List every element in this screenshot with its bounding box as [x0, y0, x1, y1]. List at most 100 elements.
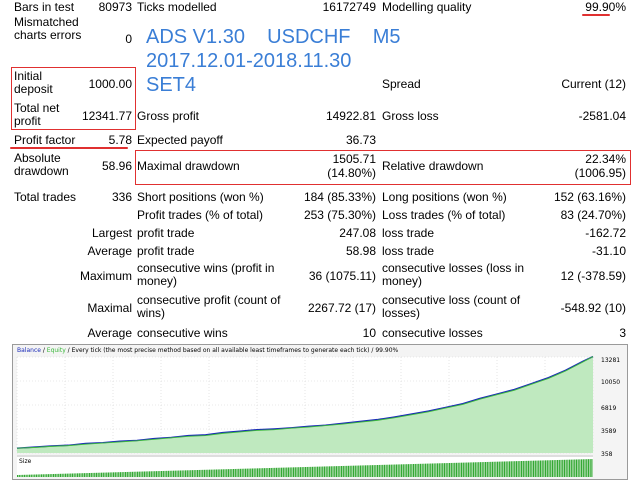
volume-bar: [481, 462, 483, 477]
volume-bar: [20, 474, 22, 477]
equity-fill: [17, 356, 593, 453]
volume-bar: [75, 473, 77, 477]
volume-bar: [440, 463, 442, 477]
volume-bar: [478, 462, 480, 477]
maximum-wins-value: 36 (1075.11): [308, 269, 376, 283]
volume-bar: [154, 471, 156, 477]
volume-bar: [565, 459, 567, 477]
volume-bar: [210, 469, 212, 477]
volume-bar: [234, 468, 236, 477]
volume-bar: [351, 465, 353, 477]
volume-bar: [531, 460, 533, 477]
volume-bar: [454, 462, 456, 477]
volume-bar: [320, 466, 322, 477]
gross-loss-label: Gross loss: [382, 109, 439, 123]
volume-bar: [323, 466, 326, 477]
volume-bar: [483, 462, 485, 477]
volume-bar: [78, 473, 80, 477]
volume-bar: [116, 472, 118, 477]
volume-bar: [39, 474, 41, 477]
volume-bar: [155, 471, 158, 477]
relative-drawdown-value: 22.34%: [585, 152, 626, 166]
volume-bar: [123, 472, 125, 477]
volume-bar: [346, 465, 348, 477]
volume-bar: [23, 474, 26, 477]
volume-bar: [586, 459, 588, 477]
total-net-profit-label: Total net profit: [14, 101, 60, 128]
volume-bar: [203, 469, 206, 477]
overlay-period: 2017.12.01-2018.11.30: [146, 50, 352, 72]
volume-bar: [37, 474, 39, 477]
modelling-quality-underline: [582, 14, 610, 16]
volume-bar: [389, 464, 391, 477]
absolute-drawdown-label: Absolute drawdown: [14, 151, 69, 178]
volume-bar: [536, 460, 538, 477]
volume-bar: [419, 463, 422, 477]
volume-bar: [486, 461, 488, 477]
profit-trades-value: 253 (75.30%): [303, 208, 376, 222]
volume-bar: [394, 464, 396, 477]
gross-profit-value: 14922.81: [325, 109, 376, 123]
overlay-title: ADS V1.30 USDCHF M5: [146, 26, 401, 48]
volume-bar: [305, 467, 307, 477]
volume-bar: [349, 465, 351, 477]
volume-bar: [449, 463, 451, 477]
volume-bar: [335, 466, 338, 477]
volume-bar: [209, 469, 211, 477]
volume-bar: [383, 464, 386, 477]
volume-bar: [375, 465, 377, 477]
volume-bar: [437, 463, 439, 477]
volume-bar: [560, 459, 562, 477]
volume-bar: [265, 468, 267, 477]
volume-bar: [185, 470, 187, 477]
volume-bar: [438, 463, 440, 477]
volume-bar: [423, 463, 425, 477]
volume-bar: [591, 459, 593, 477]
volume-bar: [190, 470, 192, 477]
volume-bar: [294, 467, 296, 477]
volume-bar: [404, 464, 406, 477]
average-consec-wins-label: consecutive wins: [137, 326, 228, 340]
volume-bar: [551, 460, 554, 477]
volume-bar: [164, 470, 166, 477]
volume-bar: [569, 459, 571, 477]
volume-bar: [584, 459, 586, 477]
maximal-profit-value: 2267.72 (17): [307, 301, 376, 315]
volume-bar: [488, 461, 490, 477]
volume-bar: [497, 461, 499, 477]
volume-bar: [459, 462, 461, 477]
volume-bar: [510, 461, 512, 477]
initial-deposit-value: 1000.00: [88, 77, 132, 91]
gross-profit-label: Gross profit: [137, 109, 200, 123]
volume-bar: [407, 464, 410, 477]
volume-bar: [125, 472, 127, 477]
volume-bar: [183, 470, 185, 477]
average-profit-value: 58.98: [345, 244, 376, 258]
spread-label: Spread: [382, 77, 421, 91]
volume-bar: [570, 459, 572, 477]
volume-bar: [329, 466, 331, 477]
volume-bar: [239, 468, 242, 477]
volume-bar: [250, 468, 252, 477]
volume-bar: [197, 470, 199, 477]
volume-bar: [277, 467, 279, 477]
volume-bar: [181, 470, 183, 477]
volume-bar: [485, 462, 487, 477]
largest-loss-label: loss trade: [382, 226, 435, 240]
volume-bar: [503, 461, 506, 477]
maximal-loss-label: consecutive loss (count of losses): [382, 293, 521, 320]
volume-bar: [166, 470, 168, 477]
volume-bar: [293, 467, 295, 477]
volume-bar: [83, 473, 86, 477]
volume-bar: [99, 472, 101, 477]
overlay-set: SET4: [146, 74, 197, 96]
maximal-profit-label: consecutive profit (count of wins): [137, 293, 281, 320]
maximum-label: Maximum: [79, 269, 132, 283]
y-tick-label: 358: [601, 451, 613, 458]
volume-bar: [29, 474, 31, 477]
volume-bar: [515, 461, 518, 477]
long-positions-value: 152 (63.16%): [553, 190, 626, 204]
volume-bar: [341, 466, 343, 477]
volume-bar: [80, 473, 82, 477]
volume-bar: [538, 460, 540, 477]
